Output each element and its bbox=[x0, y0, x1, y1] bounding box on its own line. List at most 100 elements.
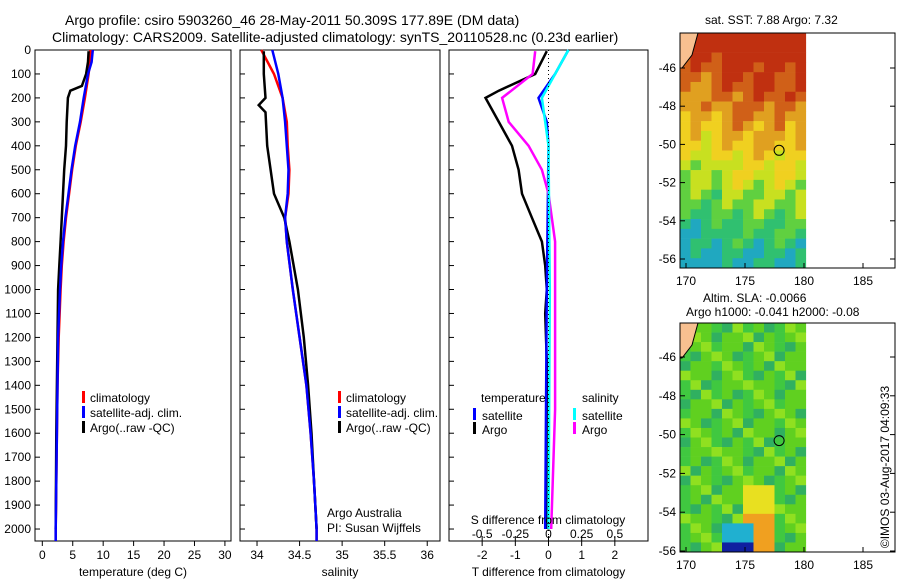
y-tick-label: 1800 bbox=[4, 474, 31, 488]
map-cell bbox=[743, 475, 754, 486]
map-cell bbox=[680, 111, 691, 122]
map-cell bbox=[711, 160, 723, 171]
map-cell bbox=[743, 42, 754, 53]
map-cell bbox=[753, 389, 765, 400]
map-cell bbox=[764, 72, 775, 83]
x2-tick-label: 0.5 bbox=[606, 527, 623, 541]
map-cell bbox=[732, 361, 744, 372]
map-cell bbox=[785, 370, 796, 381]
map-cell bbox=[690, 389, 702, 400]
map-cell bbox=[680, 140, 691, 151]
map-cell bbox=[701, 258, 712, 269]
map-cell bbox=[774, 248, 786, 259]
map-cell bbox=[690, 361, 702, 372]
map-cell bbox=[743, 258, 754, 269]
map-cell bbox=[680, 248, 691, 259]
map-cell bbox=[722, 437, 733, 448]
map-cell bbox=[732, 418, 744, 429]
map-cell bbox=[785, 258, 796, 269]
map-cell bbox=[764, 150, 775, 161]
map-cell bbox=[680, 456, 691, 467]
map-cell bbox=[785, 513, 796, 524]
map-cell bbox=[732, 101, 744, 112]
map-cell bbox=[795, 121, 807, 132]
map-cell bbox=[732, 475, 744, 486]
lat-tick-label: -56 bbox=[659, 252, 677, 266]
map-cell bbox=[711, 52, 723, 63]
map-cell bbox=[701, 466, 712, 476]
map-cell bbox=[785, 228, 796, 239]
map-cell bbox=[722, 150, 733, 161]
map-cell bbox=[743, 91, 754, 102]
map-cell bbox=[690, 52, 702, 63]
map-cell bbox=[743, 219, 754, 230]
lon-tick-label: 185 bbox=[853, 274, 873, 288]
map-cell bbox=[795, 380, 807, 391]
map-cell bbox=[743, 150, 754, 161]
map-cell bbox=[722, 111, 733, 122]
map-cell bbox=[711, 380, 723, 391]
map-cell bbox=[680, 219, 691, 230]
map-cell bbox=[732, 542, 744, 553]
map-cell bbox=[774, 33, 786, 44]
y-tick-label: 1900 bbox=[4, 498, 31, 512]
map-cell bbox=[701, 513, 712, 524]
map-cell bbox=[743, 209, 754, 220]
map-cell bbox=[690, 72, 702, 83]
map-cell bbox=[732, 42, 744, 53]
map-cell bbox=[785, 542, 796, 553]
map-cell bbox=[785, 532, 796, 543]
map-cell bbox=[722, 170, 733, 181]
map-cell bbox=[764, 456, 775, 467]
map-cell bbox=[764, 42, 775, 53]
map-cell bbox=[732, 351, 744, 362]
map-cell bbox=[701, 418, 712, 429]
map-cell bbox=[795, 418, 807, 429]
map-cell bbox=[743, 389, 754, 400]
map-cell bbox=[711, 437, 723, 448]
map-frame bbox=[679, 32, 896, 269]
map-cell bbox=[732, 199, 744, 210]
map-cell bbox=[732, 130, 744, 142]
y-tick-label: 1300 bbox=[4, 354, 31, 368]
map-cell bbox=[701, 81, 712, 93]
map-cell bbox=[690, 209, 702, 220]
map-cell bbox=[785, 523, 796, 534]
legend-label: climatology bbox=[346, 391, 406, 405]
map-cell bbox=[785, 494, 796, 505]
map-cell bbox=[690, 238, 702, 249]
map-cell bbox=[722, 370, 733, 381]
map-cell bbox=[711, 72, 723, 83]
map-cell bbox=[785, 42, 796, 53]
map-cell bbox=[722, 130, 733, 142]
map-cell bbox=[743, 399, 754, 410]
y-tick-label: 1700 bbox=[4, 450, 31, 464]
map-cell bbox=[701, 62, 712, 73]
map-cell bbox=[785, 150, 796, 161]
map-cell bbox=[774, 361, 786, 372]
x-tick-label: 0 bbox=[545, 548, 552, 562]
map-cell bbox=[774, 408, 786, 419]
map-cell bbox=[722, 532, 733, 543]
legend-label: climatology bbox=[90, 391, 150, 405]
map-cell bbox=[774, 342, 786, 352]
map-cell bbox=[795, 408, 807, 419]
map-cell bbox=[764, 91, 775, 102]
map-cell bbox=[753, 427, 765, 438]
map-cell bbox=[711, 504, 723, 515]
map-cell bbox=[764, 494, 775, 505]
map-cell bbox=[722, 523, 733, 534]
map-cell bbox=[722, 494, 733, 505]
map-cell bbox=[795, 523, 807, 534]
map-cell bbox=[764, 121, 775, 132]
map-cell bbox=[743, 542, 754, 553]
legend-label: satellite-adj. clim. bbox=[90, 406, 182, 420]
map-cell bbox=[785, 219, 796, 230]
map-cell bbox=[743, 160, 754, 171]
map-cell bbox=[774, 523, 786, 534]
map-cell bbox=[785, 209, 796, 220]
map-cell bbox=[764, 323, 775, 333]
map-cell bbox=[701, 248, 712, 259]
map-cell bbox=[785, 466, 796, 476]
